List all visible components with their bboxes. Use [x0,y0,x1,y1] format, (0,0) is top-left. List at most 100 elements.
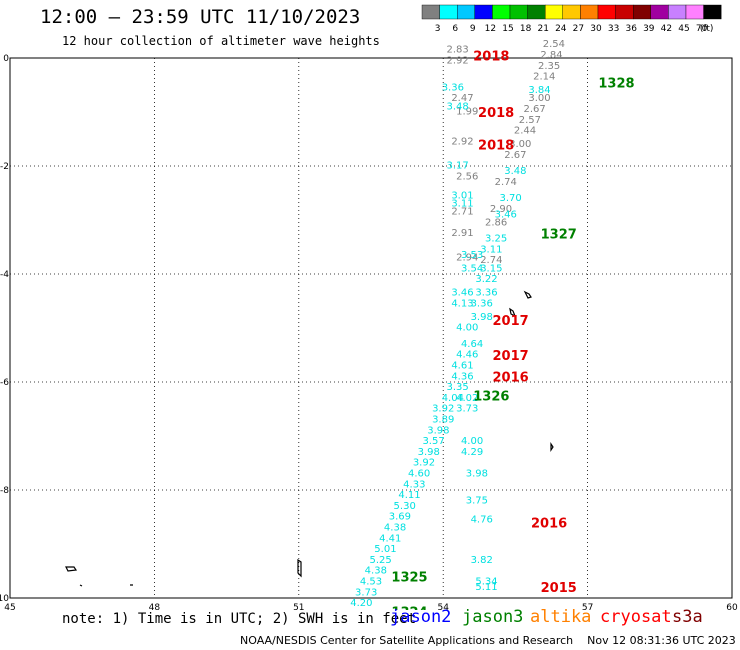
satellite-cryosat: cryosat [600,607,672,627]
wave-height-label: 3.69 [389,512,411,523]
pass-id-label: 1324 [391,606,427,611]
wave-height-label: 3.92 [432,404,454,415]
island-outline [79,584,83,587]
footer-note: note: 1) Time is in UTC; 2) SWH is in fe… [62,611,417,627]
wave-height-label: 3.25 [485,234,507,245]
x-tick-label: 57 [582,603,593,610]
satellite-altika: altika [530,607,592,627]
y-tick-label: -4 [0,270,9,280]
legend-tick-label: 70 [696,24,708,34]
wave-height-label: 2.57 [519,115,541,126]
wave-height-label: 2.54 [543,39,565,50]
satellite-s3a: s3a [672,607,703,627]
pass-id-label: 2018 [478,106,514,121]
wave-height-label: 2.56 [456,172,478,183]
satellite-jason2: jason2 [390,607,452,627]
wave-height-label: 5.30 [394,501,416,512]
wave-height-label: 3.36 [442,82,464,93]
wave-height-label: 4.36 [451,371,473,382]
wave-height-label: 3.15 [480,263,502,274]
pass-id-label: 2017 [492,314,528,329]
wave-height-label: 3.82 [471,555,493,566]
map-frame [9,57,733,599]
wave-height-label: 2.35 [538,61,560,72]
wave-height-label: 2.67 [524,104,546,115]
wave-height-label: 3.53 [461,250,483,261]
wave-height-label: 3.36 [471,298,493,309]
wave-height-label: 3.57 [422,436,444,447]
island-outline [509,307,517,318]
wave-height-label: 4.02 [456,393,478,404]
wave-height-label: 3.73 [355,587,377,598]
wave-height-label: 2.83 [447,45,469,56]
color-legend: 3 6 9 12 15 18 21 24 27 30 33 36 39 42 45 70(ft) [421,4,722,34]
legend-tick-label: 21 [537,24,548,34]
wave-height-label: 2.47 [451,93,473,104]
legend-tick-label: 27 [573,24,584,34]
pass-id-label: 1328 [598,76,634,91]
wave-height-label: 4.64 [461,339,483,350]
wave-height-label: 3.01 [451,190,473,201]
map-title: 12:00 – 23:59 UTC 11/10/2023 [40,6,361,28]
y-tick-label: -2 [0,162,9,172]
legend-swatch [703,4,722,20]
legend-tick-label: 30 [590,24,602,34]
wave-height-label: 5.01 [374,544,396,555]
wave-height-label: 3.35 [447,382,469,393]
wave-height-label: 2.84 [540,50,562,61]
wave-height-label: 3.98 [466,469,488,480]
wave-height-label: 2.14 [533,72,555,83]
x-tick-label: 54 [437,603,449,610]
island-outline [65,566,78,572]
x-tick-label: 60 [726,603,738,610]
wave-height-label: 5.11 [475,582,497,593]
pass-id-label: 2015 [541,581,577,596]
pass-id-label: 2018 [478,138,514,153]
wave-height-label: 3.11 [480,244,502,255]
legend-tick-label: 9 [470,24,476,34]
legend-tick-label: 33 [608,24,619,34]
wave-height-label: 3.36 [475,288,497,299]
wave-height-label: 3.46 [495,209,517,220]
wave-height-label: 3.70 [499,193,521,204]
wave-height-label: 3.00 [509,139,531,150]
satellite-jason3: jason3 [462,607,524,627]
y-tick-label: 0 [3,54,9,64]
wave-height-label: 3.54 [461,263,483,274]
wave-height-label: 4.38 [384,523,406,534]
wave-height-label: 3.92 [413,458,435,469]
wave-height-label: 3.98 [427,425,449,436]
pass-id-label: 2016 [492,371,528,386]
pass-id-label: 2017 [492,349,528,364]
footer-credit: NOAA/NESDIS Center for Satellite Applica… [240,634,736,647]
wave-height-label: 3.48 [447,101,469,112]
wave-height-label: 2.44 [514,126,536,137]
wave-height-label: 2.90 [490,204,512,215]
island-outline [523,290,532,299]
wave-height-label: 3.84 [528,85,550,96]
legend-tick-label: 39 [643,24,655,34]
x-tick-label: 48 [149,603,161,610]
legend-tick-label: 36 [625,24,637,34]
pass-id-label: 1327 [541,228,577,243]
wave-height-label: 4.29 [461,447,483,458]
wave-height-label: 2.71 [451,207,473,218]
wave-height-label: 2.67 [504,150,526,161]
pass-id-label: 1325 [391,570,427,585]
wave-height-label: 4.04 [442,393,464,404]
legend-tick-label: 3 [435,24,441,34]
wave-height-label: 1.99 [456,107,478,118]
pass-id-label: 2016 [531,516,567,531]
legend-tick-label: 24 [555,24,567,34]
wave-height-label: 3.73 [456,404,478,415]
legend-tick-label: 45 [678,24,689,34]
wave-height-label: 3.17 [447,161,469,172]
wave-height-label: 4.76 [471,514,493,525]
wave-height-label: 3.22 [475,274,497,285]
x-tick-label: 51 [293,603,304,610]
wave-height-label: 4.00 [461,436,483,447]
legend-tick-label: 15 [502,24,513,34]
wave-height-label: 5.25 [369,555,391,566]
wave-height-label: 4.41 [379,533,401,544]
legend-tick-label: 6 [452,24,458,34]
